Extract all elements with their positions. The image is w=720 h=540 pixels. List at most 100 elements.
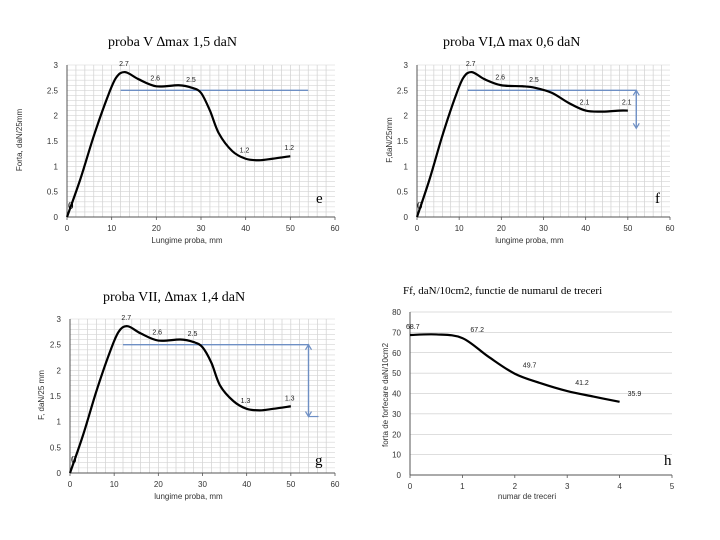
panel-letter: h bbox=[664, 453, 672, 469]
y-tick-label: 0 bbox=[397, 471, 402, 480]
y-tick-label: 1.5 bbox=[47, 137, 59, 146]
series-line bbox=[65, 70, 291, 218]
delta-arrow-head-top bbox=[304, 343, 313, 350]
y-tick-label: 70 bbox=[392, 328, 401, 337]
y-tick-label: 0.5 bbox=[47, 188, 59, 197]
y-axis-label: forta de forfecare daN/10cm2 bbox=[381, 342, 390, 447]
data-label: 41.2 bbox=[575, 380, 589, 387]
data-label: 2.6 bbox=[495, 74, 505, 81]
chart-h-title: Ff, daN/10cm2, functie de numarul de tre… bbox=[403, 285, 602, 297]
chart-e: 0 10 20 30 40 50 60 0 0.5 1 1.5 2 2.5 3 Lungime proba,… bbox=[15, 61, 340, 245]
panel-letter: e bbox=[316, 191, 323, 207]
x-tick-label: 30 bbox=[197, 224, 206, 233]
x-tick-label: 10 bbox=[110, 480, 119, 489]
series-line bbox=[68, 325, 291, 474]
x-tick-label: 5 bbox=[670, 482, 675, 491]
data-label: 68.7 bbox=[406, 324, 420, 331]
x-tick-label: 50 bbox=[623, 224, 632, 233]
x-tick-label: 40 bbox=[242, 480, 251, 489]
y-tick-label: 0.5 bbox=[397, 188, 409, 197]
x-axis-label: lungime proba, mm bbox=[154, 492, 223, 501]
panel-letter: f bbox=[655, 191, 660, 207]
x-axis-label: lungime proba, mm bbox=[495, 236, 564, 245]
x-tick-label: 40 bbox=[241, 224, 250, 233]
data-label: 2.6 bbox=[150, 75, 160, 82]
y-axis-label: F, daN/25 mm bbox=[37, 370, 46, 420]
y-tick-label: 80 bbox=[392, 308, 401, 317]
y-tick-label: 2.5 bbox=[47, 86, 59, 95]
data-label: 67.2 bbox=[470, 327, 484, 334]
data-label: 1.3 bbox=[241, 398, 251, 405]
data-label: 2.1 bbox=[580, 100, 590, 107]
y-tick-label: 1.5 bbox=[397, 137, 409, 146]
data-label: 1.2 bbox=[284, 145, 294, 152]
delta-arrow-head-top bbox=[632, 89, 640, 96]
origin-mark: 0 bbox=[417, 200, 423, 212]
y-tick-label: 0 bbox=[54, 213, 59, 222]
chart-g-title: proba VII, ∆max 1,4 daN bbox=[103, 290, 245, 305]
y-tick-label: 0 bbox=[57, 469, 62, 478]
data-label: 2.6 bbox=[152, 330, 162, 337]
x-tick-label: 0 bbox=[408, 482, 413, 491]
y-tick-label: 30 bbox=[392, 410, 401, 419]
y-tick-label: 1 bbox=[404, 162, 409, 171]
chart-f: 0 10 20 30 40 50 60 0 0.5 1 1.5 2 2.5 3 lungime proba,… bbox=[385, 61, 675, 245]
origin-mark: 0 bbox=[68, 200, 74, 212]
series-line bbox=[415, 70, 628, 218]
y-tick-label: 10 bbox=[392, 451, 401, 460]
x-tick-label: 60 bbox=[331, 480, 340, 489]
x-tick-label: 20 bbox=[152, 224, 161, 233]
chart-g: 0 10 20 30 40 50 60 0 0.5 1 1.5 2 2.5 3 lungime proba,… bbox=[37, 315, 340, 501]
x-tick-label: 30 bbox=[539, 224, 548, 233]
x-axis-label: numar de treceri bbox=[498, 492, 556, 501]
data-label: 2.1 bbox=[622, 100, 632, 107]
chart-e-title: proba V ∆max 1,5 daN bbox=[108, 35, 237, 50]
data-label: 1.3 bbox=[285, 395, 295, 402]
y-tick-label: 1 bbox=[54, 162, 59, 171]
x-tick-label: 10 bbox=[107, 224, 116, 233]
x-tick-label: 30 bbox=[198, 480, 207, 489]
x-tick-label: 3 bbox=[565, 482, 570, 491]
data-label: 35.9 bbox=[628, 391, 642, 398]
data-label: 2.7 bbox=[466, 61, 476, 68]
y-axis-label: Forta, daN/25mm bbox=[15, 109, 24, 172]
x-tick-label: 0 bbox=[415, 224, 420, 233]
x-tick-label: 40 bbox=[581, 224, 590, 233]
y-tick-label: 40 bbox=[392, 390, 401, 399]
y-axis-label: F,daN/25mm bbox=[385, 117, 394, 163]
y-tick-label: 1 bbox=[57, 418, 62, 427]
x-tick-label: 60 bbox=[666, 224, 675, 233]
x-tick-label: 50 bbox=[286, 224, 295, 233]
y-tick-label: 0.5 bbox=[50, 443, 62, 452]
series-line bbox=[409, 333, 620, 403]
x-tick-label: 20 bbox=[497, 224, 506, 233]
panel-letter: g bbox=[315, 453, 323, 469]
x-tick-label: 10 bbox=[455, 224, 464, 233]
y-tick-label: 2 bbox=[404, 112, 409, 121]
chart-f-title: proba VI,∆ max 0,6 daN bbox=[443, 35, 580, 50]
y-tick-label: 3 bbox=[57, 315, 62, 324]
data-label: 2.7 bbox=[119, 61, 129, 68]
y-tick-label: 2 bbox=[57, 366, 62, 375]
y-tick-label: 0 bbox=[404, 213, 409, 222]
data-label: 49.7 bbox=[523, 363, 537, 370]
x-tick-label: 20 bbox=[154, 480, 163, 489]
data-label: 2.5 bbox=[188, 331, 198, 338]
y-tick-label: 1.5 bbox=[50, 392, 62, 401]
y-tick-label: 2 bbox=[54, 112, 59, 121]
y-tick-label: 50 bbox=[392, 369, 401, 378]
data-label: 2.7 bbox=[121, 315, 131, 322]
data-label: 1.2 bbox=[240, 148, 250, 155]
y-tick-label: 3 bbox=[54, 61, 59, 70]
delta-arrow-head-bottom bbox=[632, 123, 640, 130]
x-tick-label: 4 bbox=[617, 482, 622, 491]
y-tick-label: 20 bbox=[392, 430, 401, 439]
x-tick-label: 0 bbox=[65, 224, 70, 233]
x-tick-label: 50 bbox=[286, 480, 295, 489]
x-axis-label: Lungime proba, mm bbox=[151, 236, 222, 245]
x-tick-label: 0 bbox=[68, 480, 73, 489]
y-tick-label: 2.5 bbox=[50, 341, 62, 350]
data-label: 2.5 bbox=[529, 77, 539, 84]
